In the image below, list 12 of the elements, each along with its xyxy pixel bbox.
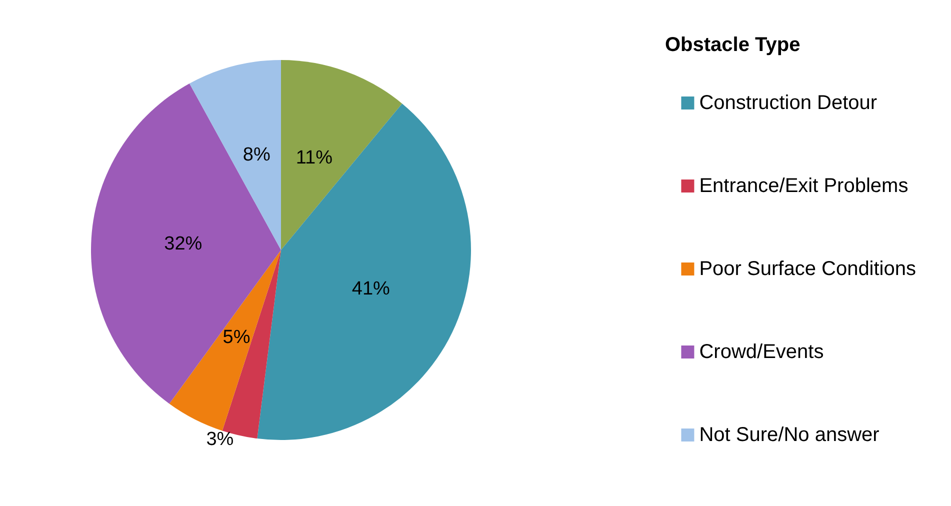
- legend-label: Construction Detour: [699, 92, 878, 114]
- legend-label: Poor Surface Conditions: [699, 258, 916, 280]
- data-label: 41%: [352, 278, 390, 300]
- data-label: 32%: [164, 233, 202, 254]
- legend-label: Crowd/Events: [699, 341, 824, 363]
- legend-label: Entrance/Exit Problems: [699, 175, 908, 197]
- legend-title: Obstacle Type: [665, 34, 800, 56]
- data-label: 11%: [296, 147, 333, 168]
- data-label: 8%: [242, 144, 270, 166]
- data-label: 3%: [206, 428, 234, 450]
- legend-label: Not Sure/No answer: [699, 424, 880, 446]
- data-label: 5%: [222, 326, 250, 348]
